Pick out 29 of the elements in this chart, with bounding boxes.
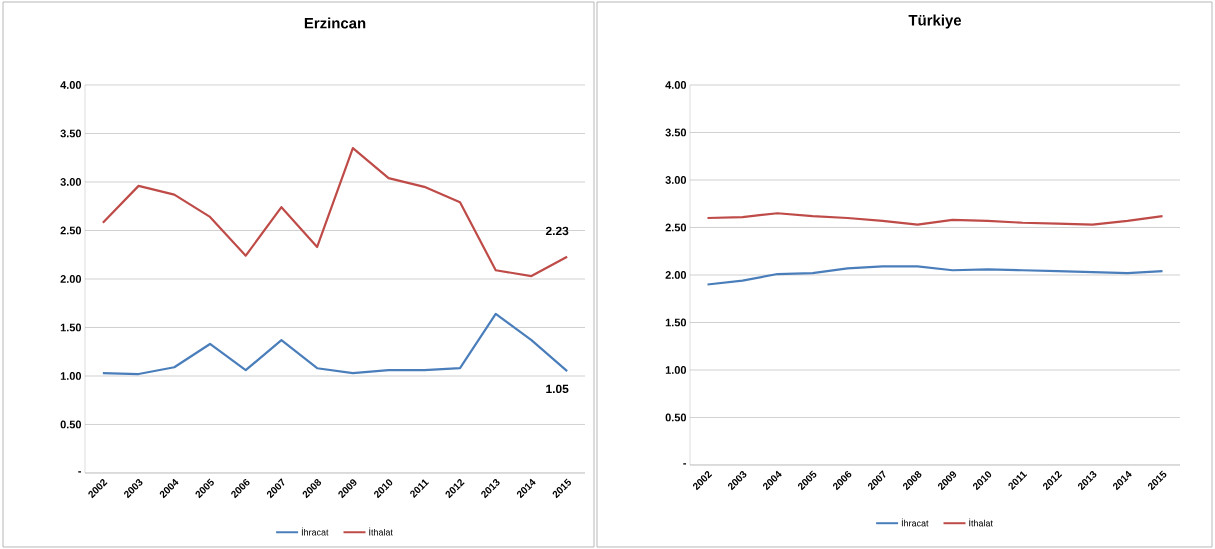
- y-tick-label: 1.00: [60, 372, 82, 380]
- legend-label: İhracat: [301, 527, 329, 536]
- y-tick-label: 2.00: [665, 271, 687, 279]
- y-tick-label: 0.50: [665, 413, 687, 422]
- chart-title: Erzincan: [304, 17, 366, 29]
- y-tick-label: 1.50: [665, 318, 687, 327]
- y-tick-label: 3.00: [665, 176, 687, 184]
- y-tick-label: 3.50: [665, 128, 687, 137]
- data-label: 1.05: [546, 384, 569, 394]
- y-tick-label: -: [683, 463, 687, 465]
- y-tick-label: 3.00: [60, 178, 82, 186]
- legend-label: İthalat: [369, 527, 393, 536]
- legend-label: İhracat: [901, 518, 929, 527]
- y-tick-label: 3.50: [60, 129, 82, 138]
- y-tick-label: 4.00: [665, 81, 687, 89]
- y-tick-label: 0.50: [60, 420, 82, 429]
- data-label: 2.23: [545, 226, 569, 236]
- legend-label: İthalat: [969, 518, 993, 527]
- y-tick-label: 1.50: [60, 323, 82, 332]
- line-series: [706, 212, 1164, 226]
- y-tick-label: -: [78, 471, 82, 473]
- chart-title: Türkiye: [908, 14, 962, 29]
- y-tick-label: 2.50: [665, 223, 687, 232]
- y-tick-label: 2.00: [60, 275, 82, 283]
- y-tick-label: 4.00: [60, 81, 82, 89]
- line-series: [101, 146, 569, 278]
- y-tick-label: 1.00: [665, 366, 687, 374]
- line-series: [101, 312, 569, 376]
- y-tick-label: 2.50: [60, 226, 82, 235]
